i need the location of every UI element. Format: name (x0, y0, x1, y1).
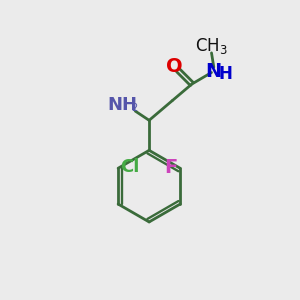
Text: Cl: Cl (120, 158, 140, 176)
Text: H: H (219, 65, 233, 83)
Text: O: O (166, 56, 182, 76)
Text: CH$_3$: CH$_3$ (195, 36, 228, 56)
Text: $_2$: $_2$ (131, 100, 139, 114)
Text: N: N (206, 62, 222, 81)
Text: NH: NH (108, 96, 138, 114)
Text: F: F (165, 158, 178, 177)
